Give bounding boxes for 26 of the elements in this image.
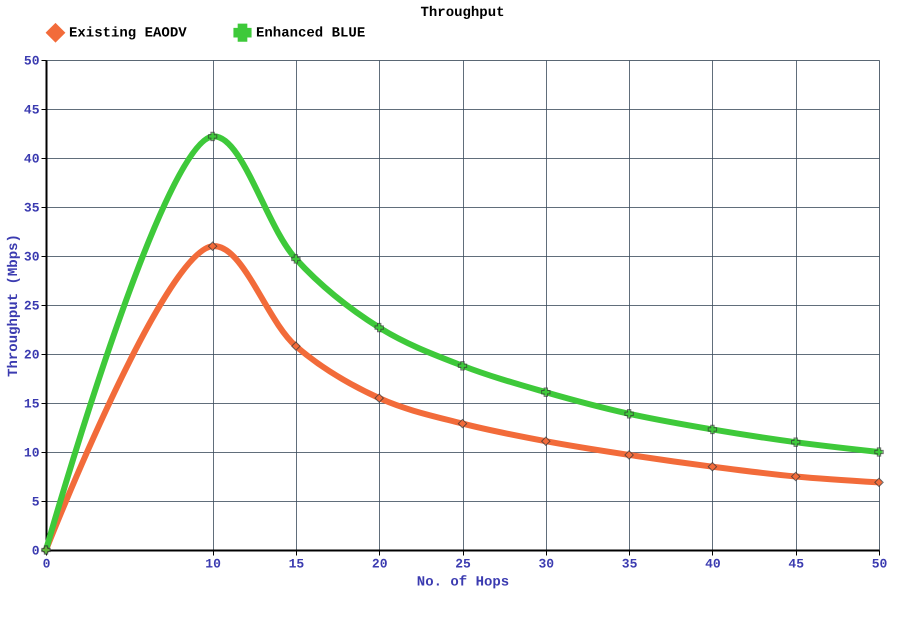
x-tick-label: 15 [288,556,304,572]
x-tick-label: 35 [622,556,638,572]
chart-title: Throughput [420,5,505,21]
legend-label: Existing EAODV [69,26,188,42]
y-tick-label: 35 [24,200,40,216]
y-tick-label: 40 [24,152,40,166]
x-tick-label: 45 [788,556,804,572]
x-axis-title: No. of Hops [416,574,510,590]
y-axis-title: Throughput (Mbps) [6,234,22,377]
x-tick-label: 30 [538,556,554,572]
legend-label: Enhanced BLUE [256,26,366,42]
y-tick-label: 25 [24,298,40,314]
y-tick-label: 45 [24,102,40,118]
x-tick-label: 0 [42,556,51,572]
x-tick-label: 25 [455,556,471,572]
y-tick-label: 10 [24,446,40,460]
y-tick-label: 5 [32,494,40,510]
y-tick-label: 0 [32,544,40,558]
x-tick-label: 50 [872,556,888,572]
x-tick-label: 10 [205,556,222,572]
y-tick-label: 50 [24,54,40,68]
x-tick-label: 40 [705,556,721,572]
x-tick-label: 20 [372,556,388,572]
y-tick-label: 30 [24,250,40,264]
y-tick-label: 20 [24,348,40,362]
y-tick-label: 15 [24,396,40,412]
